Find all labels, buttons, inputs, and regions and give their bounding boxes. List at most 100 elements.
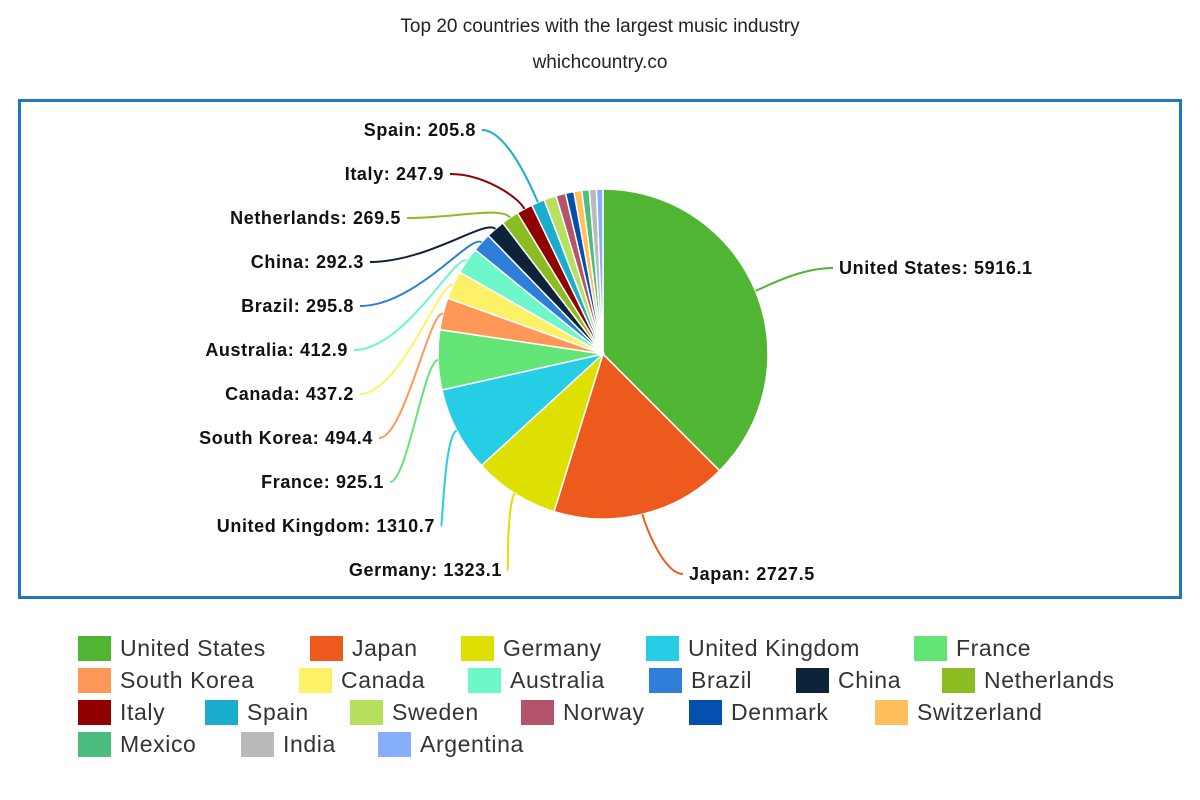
legend-swatch [942, 667, 975, 693]
connector-france [389, 358, 439, 483]
legend-label: Mexico [120, 730, 197, 757]
legend-label: Brazil [691, 666, 753, 693]
data-label-france: France: 925.1 [261, 472, 384, 492]
legend-label: Sweden [392, 698, 479, 725]
connector-spain [481, 129, 539, 203]
data-label-united-states: United States: 5916.1 [839, 258, 1033, 278]
connector-australia [353, 259, 468, 351]
data-label-canada: Canada: 437.2 [225, 384, 354, 404]
legend-item-switzerland[interactable]: Switzerland [875, 696, 1043, 728]
pie-slice-united-states[interactable] [602, 188, 769, 472]
legend-swatch [461, 635, 494, 661]
legend-label: Argentina [420, 730, 524, 757]
connector-italy [449, 173, 526, 210]
connector-south-korea [378, 312, 444, 439]
chart-legend: United States Japan Germany United Kingdom F… [78, 632, 1178, 760]
legend-swatch [378, 731, 411, 757]
legend-swatch [299, 667, 332, 693]
connector-netherlands [406, 211, 511, 219]
legend-swatch [78, 699, 111, 725]
legend-row: South Korea Canada Australia Brazil China Net… [78, 664, 1178, 696]
legend-item-norway[interactable]: Norway [521, 696, 645, 728]
chart-title: Top 20 countries with the largest music … [400, 16, 800, 37]
legend-item-argentina[interactable]: Argentina [378, 728, 524, 760]
legend-item-italy[interactable]: Italy [78, 696, 165, 728]
legend-swatch [468, 667, 501, 693]
legend-row: United States Japan Germany United Kingdom F… [78, 632, 1178, 664]
legend-label: Norway [563, 698, 645, 725]
legend-item-united-states[interactable]: United States [78, 632, 266, 664]
legend-label: Switzerland [917, 698, 1043, 725]
legend-label: Italy [120, 698, 166, 725]
legend-swatch [649, 667, 682, 693]
legend-item-united-kingdom[interactable]: United Kingdom [646, 632, 860, 664]
legend-row: Mexico India Argentina [78, 728, 1178, 760]
legend-item-china[interactable]: China [796, 664, 901, 696]
pie-chart: United States: 5916.1 Japan: 2727.5 German… [199, 120, 1033, 584]
legend-item-japan[interactable]: Japan [310, 632, 418, 664]
data-label-south-korea: South Korea: 494.4 [199, 428, 373, 448]
legend-label: Japan [352, 634, 418, 661]
legend-label: United Kingdom [688, 634, 861, 661]
legend-swatch [646, 635, 679, 661]
legend-label: United States [120, 634, 266, 661]
data-label-italy: Italy: 247.9 [345, 164, 444, 184]
legend-item-denmark[interactable]: Denmark [689, 696, 829, 728]
legend-label: Denmark [731, 698, 829, 725]
legend-label: France [956, 634, 1032, 661]
chart-frame: United States: 5916.1 Japan: 2727.5 German… [18, 99, 1182, 599]
legend-swatch [78, 667, 111, 693]
data-label-australia: Australia: 412.9 [205, 340, 348, 360]
legend-swatch [875, 699, 908, 725]
legend-item-brazil[interactable]: Brazil [649, 664, 752, 696]
legend-item-mexico[interactable]: Mexico [78, 728, 196, 760]
legend-swatch [914, 635, 947, 661]
legend-item-germany[interactable]: Germany [461, 632, 602, 664]
connector-united-states [755, 267, 834, 292]
legend-item-canada[interactable]: Canada [299, 664, 425, 696]
data-label-brazil: Brazil: 295.8 [241, 296, 354, 316]
legend-item-netherlands[interactable]: Netherlands [942, 664, 1115, 696]
legend-swatch [689, 699, 722, 725]
legend-item-france[interactable]: France [914, 632, 1031, 664]
legend-swatch [310, 635, 343, 661]
legend-label: Netherlands [984, 666, 1115, 693]
legend-item-sweden[interactable]: Sweden [350, 696, 479, 728]
legend-row: Italy Spain Sweden Norway Denmark Switzerland [78, 696, 1178, 728]
data-label-germany: Germany: 1323.1 [349, 560, 502, 580]
pie-slice-japan[interactable] [553, 352, 721, 520]
connector-japan [641, 513, 684, 575]
connector-germany [506, 492, 516, 571]
legend-item-australia[interactable]: Australia [468, 664, 605, 696]
legend-swatch [78, 635, 111, 661]
legend-swatch [521, 699, 554, 725]
legend-label: South Korea [120, 666, 255, 693]
legend-swatch [241, 731, 274, 757]
connector-brazil [359, 240, 483, 307]
data-label-united-kingdom: United Kingdom: 1310.7 [217, 516, 435, 536]
connector-china [369, 226, 497, 263]
connector-united-kingdom [440, 429, 458, 527]
legend-label: Canada [341, 666, 426, 693]
data-label-china: China: 292.3 [251, 252, 364, 272]
legend-label: Australia [510, 666, 605, 693]
legend-label: Spain [247, 698, 309, 725]
legend-item-india[interactable]: India [241, 728, 336, 760]
legend-label: India [283, 730, 336, 757]
pie-slice-united-kingdom[interactable] [441, 352, 606, 467]
pie-slice-argentina[interactable] [595, 188, 604, 355]
data-label-spain: Spain: 205.8 [364, 120, 476, 140]
legend-swatch [78, 731, 111, 757]
legend-swatch [205, 699, 238, 725]
connector-canada [359, 283, 454, 395]
legend-label: Germany [503, 634, 602, 661]
legend-label: China [838, 666, 902, 693]
chart-subtitle: whichcountry.co [532, 52, 668, 73]
pie-slice-germany[interactable] [480, 351, 605, 513]
legend-swatch [350, 699, 383, 725]
legend-item-south-korea[interactable]: South Korea [78, 664, 254, 696]
data-label-netherlands: Netherlands: 269.5 [230, 208, 401, 228]
legend-item-spain[interactable]: Spain [205, 696, 309, 728]
legend-swatch [796, 667, 829, 693]
data-label-japan: Japan: 2727.5 [689, 564, 815, 584]
